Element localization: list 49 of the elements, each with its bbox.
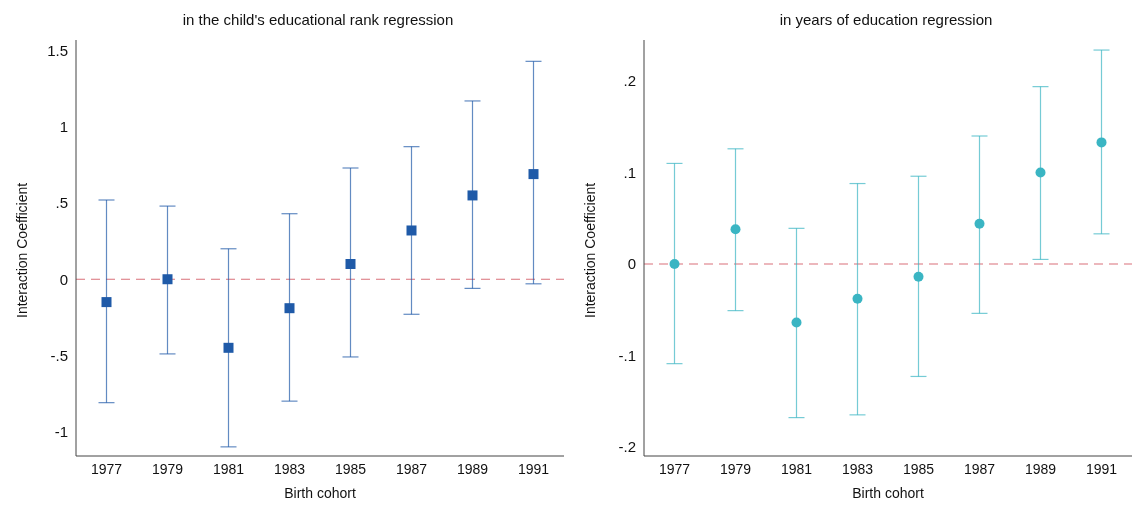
x-tick-label: 1979 bbox=[151, 460, 184, 477]
y-tick-label: .2 bbox=[623, 72, 636, 90]
x-tick-label: 1981 bbox=[780, 460, 813, 477]
y-tick-label: 0 bbox=[59, 270, 68, 288]
x-tick-label: 1985 bbox=[334, 460, 367, 477]
x-tick-label: 1991 bbox=[517, 460, 550, 477]
y-axis-title: Interaction Coefficient bbox=[581, 182, 598, 318]
point bbox=[345, 259, 356, 269]
point bbox=[730, 224, 741, 235]
point bbox=[1096, 137, 1107, 148]
y-tick-label: -.1 bbox=[618, 346, 636, 364]
x-tick-label: 1991 bbox=[1085, 460, 1118, 477]
y-tick-label: 1 bbox=[59, 118, 68, 136]
y-tick-label: .1 bbox=[623, 163, 636, 181]
y-tick-label: -.2 bbox=[618, 438, 636, 456]
point bbox=[1035, 167, 1046, 178]
x-tick-label: 1987 bbox=[963, 460, 996, 477]
y-tick-label: .5 bbox=[55, 194, 68, 212]
y-axis-title: Interaction Coefficient bbox=[13, 182, 30, 318]
x-tick-label: 1979 bbox=[719, 460, 752, 477]
x-tick-label: 1977 bbox=[90, 460, 123, 477]
point bbox=[791, 317, 802, 328]
x-tick-label: 1977 bbox=[658, 460, 691, 477]
chart-title: in years of education regression bbox=[778, 10, 994, 30]
point bbox=[852, 293, 863, 304]
point bbox=[669, 259, 680, 269]
chart-title: in the child's educational rank regression bbox=[181, 10, 455, 30]
x-tick-label: 1985 bbox=[902, 460, 935, 477]
point bbox=[284, 303, 295, 314]
x-axis-title: Birth cohort bbox=[852, 485, 924, 501]
point bbox=[406, 225, 417, 236]
x-axis-title: Birth cohort bbox=[284, 485, 356, 501]
y-tick-label: 0 bbox=[627, 255, 636, 273]
point bbox=[223, 342, 234, 353]
x-tick-label: 1983 bbox=[841, 460, 874, 477]
point bbox=[528, 169, 539, 180]
point bbox=[913, 271, 924, 282]
x-tick-label: 1987 bbox=[395, 460, 428, 477]
y-tick-label: -.5 bbox=[50, 346, 68, 364]
point bbox=[101, 297, 112, 308]
x-tick-label: 1989 bbox=[456, 460, 489, 477]
x-tick-label: 1989 bbox=[1024, 460, 1057, 477]
y-tick-label: 1.5 bbox=[47, 41, 68, 59]
x-tick-label: 1981 bbox=[212, 460, 245, 477]
y-tick-label: -1 bbox=[54, 422, 68, 440]
x-tick-label: 1983 bbox=[273, 460, 306, 477]
point bbox=[162, 274, 173, 285]
point bbox=[974, 218, 985, 229]
point bbox=[467, 190, 478, 201]
